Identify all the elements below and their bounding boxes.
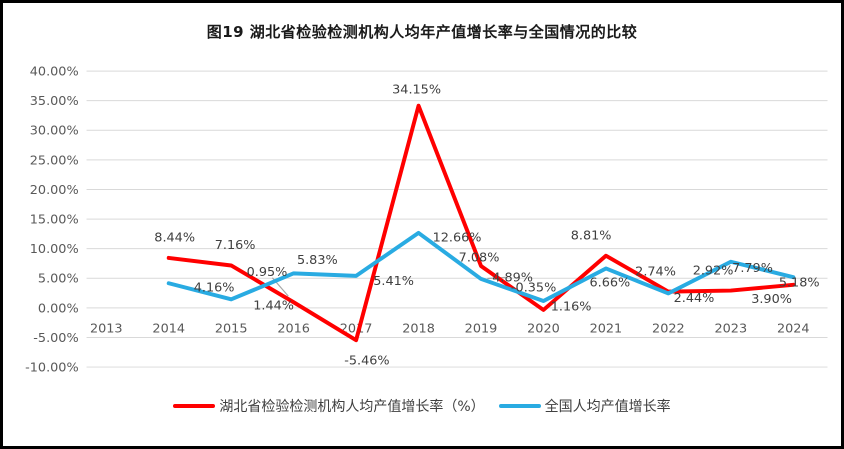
data-label: 1.16% bbox=[551, 299, 592, 314]
y-tick-label: -10.00% bbox=[25, 361, 78, 376]
y-tick-label: 40.00% bbox=[30, 65, 79, 80]
data-label: 2.92% bbox=[693, 263, 734, 278]
series-line-hubei bbox=[166, 103, 796, 343]
series-line-national bbox=[166, 230, 796, 303]
data-label: 2.44% bbox=[674, 291, 715, 306]
y-tick-label: 35.00% bbox=[30, 94, 79, 109]
data-label: 7.16% bbox=[215, 238, 256, 253]
plot-area: 40.00% 35.00% 30.00% 25.00% 20.00% 15.00% 10.0… bbox=[25, 65, 828, 376]
x-tick-label: 2016 bbox=[277, 322, 310, 337]
data-label: -5.46% bbox=[344, 353, 389, 368]
data-label: 5.41% bbox=[373, 274, 414, 289]
legend-item-hubei: 湖北省检验检测机构人均产值增长率（%） bbox=[173, 396, 485, 416]
x-tick-label: 2017 bbox=[340, 322, 373, 337]
x-tick-label: 2014 bbox=[152, 322, 185, 337]
data-label: 5.83% bbox=[297, 253, 338, 268]
y-tick-label: 5.00% bbox=[38, 272, 79, 287]
y-tick-label: -5.00% bbox=[33, 331, 78, 346]
x-tick-label: 2022 bbox=[652, 322, 685, 337]
x-tick-label: 2013 bbox=[90, 322, 123, 337]
x-tick-label: 2015 bbox=[215, 322, 248, 337]
data-label: 5.18% bbox=[779, 276, 820, 291]
legend-label-national: 全国人均产值增长率 bbox=[544, 399, 671, 415]
data-label: 34.15% bbox=[392, 82, 441, 97]
x-tick-label: 2020 bbox=[527, 322, 560, 337]
data-label: 1.44% bbox=[253, 299, 294, 314]
y-tick-label: 10.00% bbox=[30, 242, 79, 257]
x-tick-label: 2018 bbox=[402, 322, 435, 337]
data-label: 6.66% bbox=[590, 276, 631, 291]
x-tick-label: 2019 bbox=[465, 322, 498, 337]
y-tick-label: 20.00% bbox=[30, 183, 79, 198]
data-label: 7.08% bbox=[459, 251, 500, 266]
legend: 湖北省检验检测机构人均产值增长率（%） 全国人均产值增长率 bbox=[3, 396, 841, 416]
y-tick-label: 15.00% bbox=[30, 213, 79, 228]
y-tick-label: 30.00% bbox=[30, 124, 79, 139]
data-label: 7.79% bbox=[732, 261, 773, 276]
data-label: 8.81% bbox=[571, 228, 612, 243]
data-label: 4.89% bbox=[492, 270, 533, 285]
data-label: 12.66% bbox=[433, 230, 482, 245]
chart-title: 图19 湖北省检验检测机构人均年产值增长率与全国情况的比较 bbox=[206, 23, 638, 41]
legend-label-hubei: 湖北省检验检测机构人均产值增长率（%） bbox=[219, 399, 485, 415]
legend-item-national: 全国人均产值增长率 bbox=[498, 396, 671, 416]
legend-line-swatch-national bbox=[498, 404, 541, 408]
y-tick-label: 0.00% bbox=[38, 301, 79, 316]
data-label: 0.95% bbox=[247, 265, 288, 280]
data-label: 8.44% bbox=[154, 231, 195, 246]
x-tick-label: 2023 bbox=[715, 322, 748, 337]
data-label: 4.16% bbox=[194, 281, 235, 296]
x-tick-label: 2021 bbox=[590, 322, 623, 337]
data-label: 2.74% bbox=[635, 264, 676, 279]
y-tick-label: 25.00% bbox=[30, 153, 79, 168]
legend-line-swatch-hubei bbox=[173, 404, 216, 408]
data-label: -0.35% bbox=[511, 281, 556, 296]
x-tick-label: 2024 bbox=[777, 322, 810, 337]
data-label: 3.90% bbox=[751, 292, 792, 307]
